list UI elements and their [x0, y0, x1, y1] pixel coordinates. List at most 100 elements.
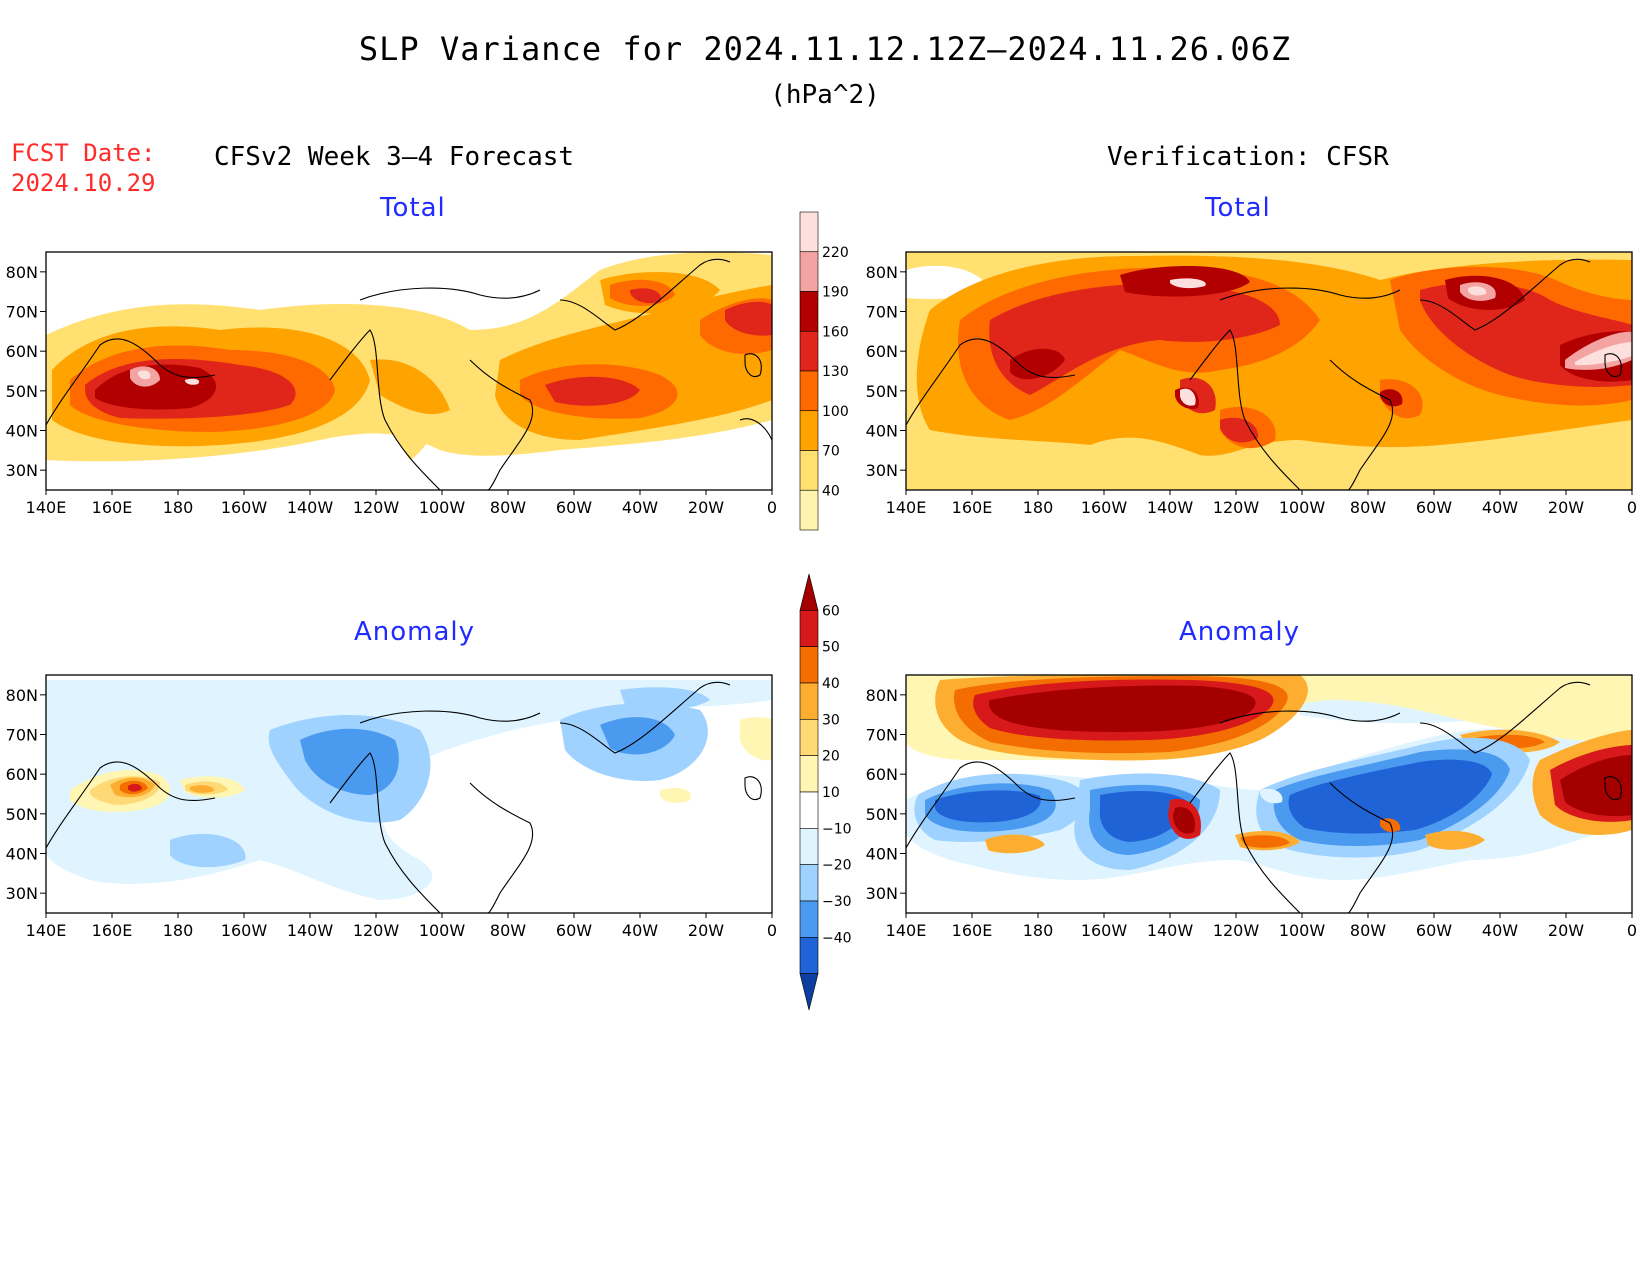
coastline-forecast-anomaly: [46, 681, 762, 913]
lat-tick-label: 30N: [6, 461, 38, 480]
lon-tick-label: 140W: [287, 498, 334, 517]
lon-tick-label: 20W: [1548, 921, 1584, 940]
colorbar-anomaly-label: 30: [822, 712, 840, 728]
lat-tick-label: 70N: [6, 303, 38, 322]
lon-tick-label: 80W: [490, 921, 526, 940]
colorbar-anomaly-label: 20: [822, 749, 840, 765]
colorbar-anomaly-label: 10: [822, 785, 840, 801]
lon-tick-label: 40W: [1482, 921, 1518, 940]
lat-tick-label: 50N: [866, 805, 898, 824]
lon-tick-label: 140E: [886, 921, 927, 940]
figure-units: (hPa^2): [770, 80, 880, 110]
coastlines: [46, 258, 1622, 913]
coastline-verification-anomaly: [906, 681, 1622, 913]
lat-tick-label: 80N: [866, 263, 898, 282]
lon-tick-label: 60W: [556, 921, 592, 940]
lat-tick-label: 60N: [6, 765, 38, 784]
forecast-date-value: 2024.10.29: [11, 169, 156, 197]
lat-tick-label: 50N: [6, 382, 38, 401]
colorbar-anomaly-swatch: [799, 755, 819, 793]
lon-tick-label: 160E: [952, 498, 993, 517]
colorbar-anomaly-swatch: [799, 864, 819, 902]
lat-tick-label: 30N: [866, 461, 898, 480]
forecast-date-block: FCST Date: 2024.10.29: [11, 138, 156, 198]
lon-tick-label: 80W: [1350, 498, 1386, 517]
lon-tick-label: 100W: [1279, 921, 1326, 940]
forecast-date-label: FCST Date:: [11, 139, 156, 167]
colorbar-anomaly-swatch: [799, 937, 819, 974]
lon-tick-label: 60W: [556, 498, 592, 517]
colorbar-total-swatch: [799, 330, 819, 372]
colorbar-total-label: 220: [822, 245, 849, 261]
colorbar-total-label: 100: [822, 404, 849, 420]
lat-tick-label: 60N: [6, 342, 38, 361]
colorbar-anomaly-swatch: [799, 719, 819, 756]
frame-verification-anomaly: [905, 674, 1633, 914]
figure-title: SLP Variance for 2024.11.12.12Z—2024.11.…: [358, 30, 1292, 68]
colorbar-anomaly-swatch: [799, 573, 819, 611]
lat-tick-label: 50N: [866, 382, 898, 401]
colorbar-anomaly-label: 50: [822, 640, 840, 656]
lat-tick-label: 60N: [866, 765, 898, 784]
colorbar-anomaly-label: −40: [822, 930, 852, 946]
lon-tick-label: 120W: [1213, 921, 1260, 940]
colorbar-total-label: 130: [822, 364, 849, 380]
lon-tick-label: 60W: [1416, 498, 1452, 517]
lat-tick-label: 80N: [866, 686, 898, 705]
lon-tick-label: 160W: [1081, 498, 1128, 517]
lon-tick-label: 180: [1023, 498, 1054, 517]
lat-tick-label: 40N: [866, 422, 898, 441]
lat-tick-label: 40N: [6, 422, 38, 441]
lon-tick-label: 160W: [221, 498, 268, 517]
lon-tick-label: 0: [1627, 921, 1637, 940]
colorbar-total-label: 160: [822, 324, 849, 340]
colorbar-anomaly-label: 60: [822, 603, 840, 619]
lat-tick-label: 40N: [866, 845, 898, 864]
lon-tick-label: 40W: [622, 921, 658, 940]
frame-verification-total: [905, 251, 1633, 491]
lon-tick-label: 140W: [1147, 498, 1194, 517]
lat-tick-label: 80N: [6, 686, 38, 705]
lon-tick-label: 140E: [886, 498, 927, 517]
lon-tick-label: 100W: [419, 921, 466, 940]
coastline-forecast-total: [46, 258, 772, 490]
lon-tick-label: 140E: [26, 498, 67, 517]
lon-tick-label: 120W: [353, 498, 400, 517]
colorbar-anomaly-swatch: [799, 828, 819, 865]
map-verification-total: [906, 252, 1632, 490]
lon-tick-label: 80W: [1350, 921, 1386, 940]
colorbar-total-label: 70: [822, 444, 840, 460]
colorbar-anomaly-swatch: [799, 610, 819, 647]
map-verification-anomaly: [906, 675, 1632, 913]
lon-tick-label: 140E: [26, 921, 67, 940]
lat-tick-label: 30N: [866, 884, 898, 903]
panel-title-verification-total: Total: [1205, 193, 1271, 223]
lon-tick-label: 120W: [1213, 498, 1260, 517]
frame-forecast-total: [45, 251, 773, 491]
lat-tick-label: 60N: [866, 342, 898, 361]
lon-tick-label: 180: [163, 921, 194, 940]
lon-tick-label: 20W: [688, 498, 724, 517]
lon-tick-label: 140W: [1147, 921, 1194, 940]
colorbar-anomaly-label: 40: [822, 676, 840, 692]
lon-tick-label: 0: [1627, 498, 1637, 517]
lat-tick-label: 70N: [6, 726, 38, 745]
colorbar-total-swatch: [799, 489, 819, 531]
lat-tick-label: 30N: [6, 884, 38, 903]
lon-tick-label: 0: [767, 921, 777, 940]
colorbar-anomaly-swatch: [799, 646, 819, 684]
colorbar-total-swatch: [799, 211, 819, 253]
lat-tick-label: 40N: [6, 845, 38, 864]
lat-tick-label: 50N: [6, 805, 38, 824]
right-column-title: Verification: CFSR: [1107, 142, 1389, 172]
lon-tick-label: 160W: [221, 921, 268, 940]
lon-tick-label: 140W: [287, 921, 334, 940]
colorbar-anomaly-label: −30: [822, 894, 852, 910]
panel-title-forecast-total: Total: [380, 193, 446, 223]
panel-frames: [45, 251, 1633, 914]
panel-title-forecast-anomaly: Anomaly: [354, 617, 476, 647]
colorbar-total-label: 40: [822, 483, 840, 499]
lon-tick-label: 80W: [490, 498, 526, 517]
lon-tick-label: 40W: [1482, 498, 1518, 517]
lon-tick-label: 180: [163, 498, 194, 517]
